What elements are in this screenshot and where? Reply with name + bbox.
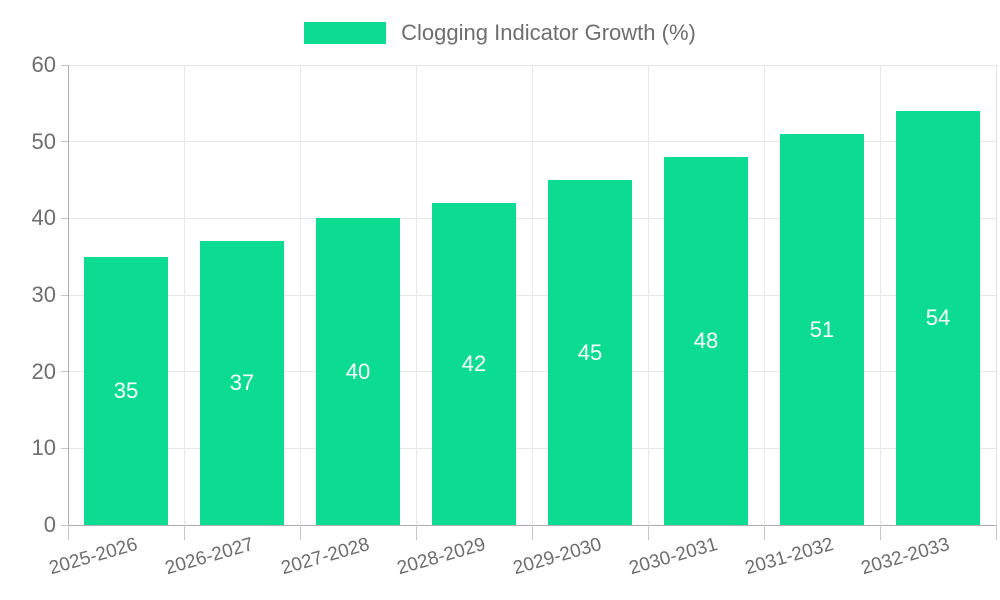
- y-axis-label: 0: [43, 512, 56, 537]
- x-axis-tick: [415, 525, 417, 540]
- plot-right-border: [995, 65, 997, 525]
- y-axis-label: 50: [31, 128, 56, 154]
- x-axis-label: 2025-2026: [46, 533, 141, 580]
- x-axis-tick: [995, 525, 997, 540]
- y-axis-label: 40: [31, 205, 56, 231]
- bar[interactable]: 35: [84, 256, 168, 525]
- y-axis-tick: [61, 371, 68, 373]
- legend-label: Clogging Indicator Growth (%): [401, 20, 696, 45]
- x-axis-tick: [183, 525, 185, 540]
- bar[interactable]: 40: [316, 218, 400, 525]
- bar-value-label: 37: [229, 370, 255, 396]
- y-axis-line: [67, 65, 69, 525]
- x-axis-tick: [67, 525, 69, 540]
- x-axis-label: 2026-2027: [162, 533, 257, 580]
- y-axis-tick: [61, 447, 68, 449]
- y-axis-label: 30: [31, 282, 56, 307]
- x-axis-tick: [879, 525, 881, 540]
- y-axis-tick: [61, 141, 68, 143]
- x-axis-label: 2030-2031: [626, 533, 721, 580]
- bar-value-label: 54: [925, 305, 951, 330]
- gridline-vertical: [531, 65, 533, 525]
- bar[interactable]: 45: [548, 180, 632, 525]
- x-axis-label: 2028-2029: [394, 533, 489, 580]
- x-axis-label: 2027-2028: [278, 533, 373, 580]
- x-axis-tick: [531, 525, 533, 540]
- bar-value-label: 35: [113, 377, 139, 403]
- bar-value-label: 48: [693, 328, 719, 353]
- y-axis-tick: [61, 217, 68, 219]
- gridline-vertical: [299, 65, 301, 525]
- gridline-vertical: [763, 65, 765, 525]
- y-axis-label: 10: [31, 435, 56, 461]
- x-axis-tick: [647, 525, 649, 540]
- bar-value-label: 51: [809, 316, 835, 342]
- y-axis-label: 60: [31, 52, 56, 77]
- x-axis-tick: [299, 525, 301, 540]
- legend[interactable]: Clogging Indicator Growth (%): [0, 20, 1000, 46]
- bar[interactable]: 37: [200, 241, 284, 525]
- y-axis-label: 20: [31, 358, 56, 384]
- legend-swatch: [304, 22, 387, 44]
- bar[interactable]: 42: [432, 203, 516, 525]
- gridline-vertical: [183, 65, 185, 525]
- bar[interactable]: 48: [664, 157, 748, 525]
- x-axis-label-wrap: 2032-2033: [0, 533, 952, 579]
- bar-value-label: 45: [577, 339, 603, 365]
- gridline-vertical: [415, 65, 417, 525]
- x-axis-label: 2031-2032: [742, 533, 837, 580]
- bar[interactable]: 54: [896, 111, 980, 525]
- bar-value-label: 40: [345, 358, 371, 384]
- x-axis-label-wrap: 2030-2031: [0, 533, 720, 579]
- y-axis-tick: [61, 64, 68, 66]
- gridline-vertical: [647, 65, 649, 525]
- gridline-vertical: [879, 65, 881, 525]
- bar-value-label: 42: [461, 351, 487, 376]
- x-axis-tick: [763, 525, 765, 540]
- x-axis-label: 2029-2030: [510, 533, 605, 580]
- y-axis-tick: [61, 524, 68, 526]
- x-axis-label-wrap: 2028-2029: [0, 533, 488, 579]
- bar[interactable]: 51: [780, 134, 864, 525]
- x-axis-label: 2032-2033: [858, 533, 953, 580]
- y-axis-tick: [61, 294, 68, 296]
